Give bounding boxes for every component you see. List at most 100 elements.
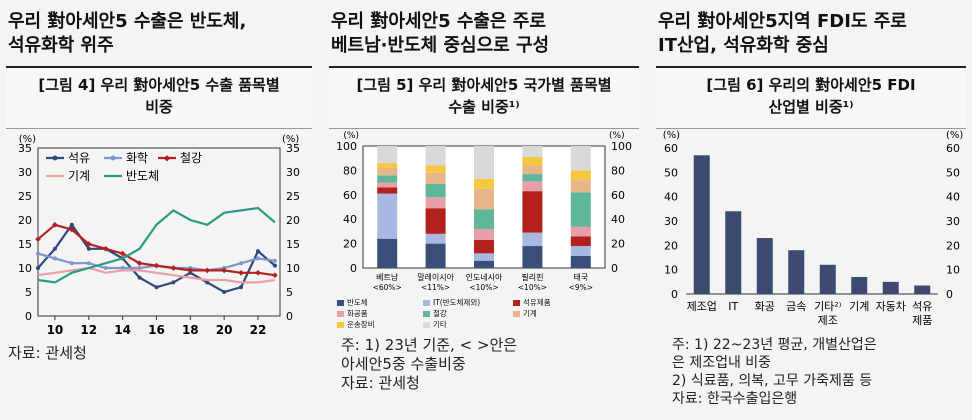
category-share-label: <9%> xyxy=(569,283,593,292)
y-tick-label-right: 5 xyxy=(286,286,293,299)
bar-segment-기계 xyxy=(377,167,398,176)
x-tick-label: 18 xyxy=(182,323,199,337)
y-tick-label-right: 0 xyxy=(946,288,953,301)
figure-title: [그림 4] 우리 對아세안5 수출 품목별 비중 xyxy=(38,76,280,116)
data-point xyxy=(255,269,261,276)
x-tick-sublabel: 제품 xyxy=(912,314,932,327)
category-share-label: <10%> xyxy=(469,283,498,292)
panel-export-by-country: 우리 對아세안5 수출은 주로 베트남·반도체 중심으로 구성 [그림 5] 우… xyxy=(323,0,645,420)
y-tick-label-left: 80 xyxy=(343,164,357,177)
x-tick-label: 10 xyxy=(47,323,64,337)
bar-segment-IT(반도체제외) xyxy=(474,253,494,261)
legend-item: 석유제품 xyxy=(513,298,551,308)
x-tick-label: 22 xyxy=(250,323,267,337)
data-point xyxy=(120,266,125,270)
y-tick-label-left: 15 xyxy=(18,238,32,251)
y-tick-label-right: 40 xyxy=(611,213,625,226)
bar-segment-기계 xyxy=(570,180,591,193)
unit-label-right: (%) xyxy=(946,130,963,141)
series-line-기계 xyxy=(37,266,276,284)
legend-marker xyxy=(110,155,116,161)
bar xyxy=(914,285,931,294)
bar-segment-IT(반도체제외) xyxy=(377,193,398,239)
y-tick-label-left: 35 xyxy=(18,142,32,155)
data-point xyxy=(154,285,159,290)
data-point xyxy=(102,245,109,252)
legend-label: 운송장비 xyxy=(347,320,375,329)
bar-segment-운송장비 xyxy=(522,156,543,166)
category-share-label: <10%> xyxy=(518,283,547,292)
legend-swatch xyxy=(513,300,520,306)
y-tick-label-right: 0 xyxy=(286,310,293,323)
bar-segment-화공품 xyxy=(570,226,591,237)
data-point xyxy=(187,267,194,274)
figure-title-box: [그림 4] 우리 對아세안5 수출 품목별 비중 xyxy=(6,66,312,129)
bar xyxy=(788,250,805,294)
data-point xyxy=(119,250,126,257)
bar xyxy=(882,281,899,294)
legend-item: 반도체 xyxy=(337,298,368,308)
data-point xyxy=(239,261,244,266)
x-tick-sublabel: 제조 xyxy=(818,314,838,327)
data-point xyxy=(103,266,108,270)
bar-segment-석유제품 xyxy=(522,191,543,233)
y-tick-label-left: 30 xyxy=(18,166,32,179)
x-tick-label: 말레이시아 xyxy=(417,272,454,282)
data-point xyxy=(86,261,91,266)
bar-segment-기계 xyxy=(474,188,494,210)
bar-segment-화공품 xyxy=(474,228,494,240)
figure-title: [그림 6] 우리의 對아세안5 FDI 산업별 비중¹⁾ xyxy=(706,76,916,116)
legend-item: 철강 xyxy=(423,309,447,319)
bar-segment-석유제품 xyxy=(474,239,494,254)
series-line-반도체 xyxy=(37,206,276,284)
x-tick-label: 석유 xyxy=(912,300,932,313)
legend-label: 석유 xyxy=(68,151,90,165)
data-point xyxy=(272,263,277,268)
y-tick-label-right: 60 xyxy=(611,189,625,202)
bar-segment-석유제품 xyxy=(570,236,591,247)
y-tick-label-right: 100 xyxy=(611,140,632,153)
data-point xyxy=(239,285,244,290)
data-point xyxy=(221,267,227,274)
data-point xyxy=(171,280,176,285)
y-tick-label-right: 20 xyxy=(286,214,300,227)
bar-segment-반도체 xyxy=(425,243,446,268)
data-point xyxy=(153,262,160,269)
data-point xyxy=(272,272,278,279)
legend-item: 기계 xyxy=(513,309,537,319)
footnotes: 주: 1) 23년 기준, < >안은 아세안5중 수출비중 자료: 관세청 xyxy=(341,336,518,392)
y-tick-label-right: 60 xyxy=(946,142,960,155)
bar-segment-화공품 xyxy=(425,197,446,209)
data-point xyxy=(69,226,75,233)
bar-chart: (%) (%) 0 0 10 10 20 20 30 30 40 40 50 50 60 60 제조업 IT 화공 금… xyxy=(663,130,964,327)
data-point xyxy=(170,265,177,271)
x-tick-label: 금속 xyxy=(786,300,806,313)
legend-label: 화공품 xyxy=(347,309,368,318)
legend-item: 기타 xyxy=(423,320,447,330)
y-tick-label-left: 100 xyxy=(336,140,357,153)
source-note: 자료: 관세청 xyxy=(8,344,87,362)
unit-label-left: (%) xyxy=(663,130,680,141)
bar-segment-IT(반도체제외) xyxy=(570,246,591,256)
bar-segment-IT(반도체제외) xyxy=(425,233,446,244)
y-tick-label-left: 20 xyxy=(18,214,32,227)
unit-label-left: (%) xyxy=(19,134,36,145)
legend-marker xyxy=(52,155,58,161)
category-share-label: <11%> xyxy=(421,283,450,292)
y-tick-label-right: 35 xyxy=(286,142,300,155)
y-tick-label-left: 10 xyxy=(664,264,678,277)
legend-swatch xyxy=(337,311,344,317)
bar-segment-화공품 xyxy=(522,181,543,192)
x-tick-label: IT xyxy=(728,300,738,313)
y-tick-label-right: 80 xyxy=(611,164,625,177)
y-tick-label-left: 0 xyxy=(671,288,678,301)
data-point xyxy=(204,267,211,274)
x-tick-label: 14 xyxy=(114,323,131,337)
x-tick-label: 기계 xyxy=(849,300,869,313)
y-tick-label-right: 20 xyxy=(611,238,625,251)
bar xyxy=(725,211,742,294)
data-point xyxy=(36,251,40,256)
bar-segment-기계 xyxy=(522,165,543,175)
panel-heading: 우리 對아세안5지역 FDI도 주로 IT산업, 석유화학 중심 xyxy=(658,11,907,56)
x-tick-label: 필리핀 xyxy=(521,272,543,282)
